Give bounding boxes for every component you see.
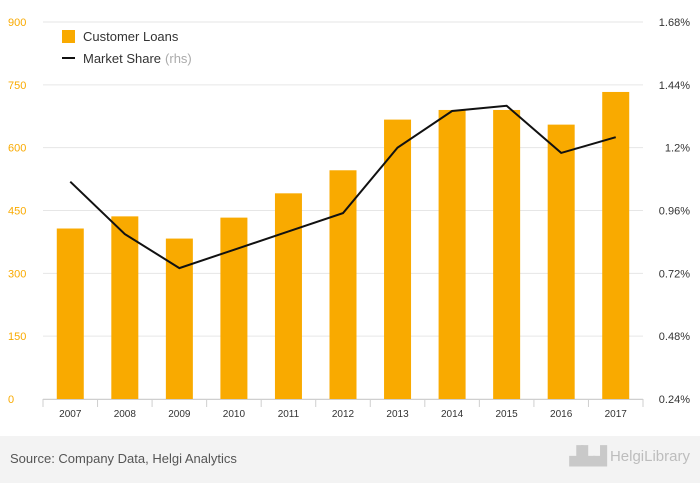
y-right-tick-label: 0.24% <box>659 394 690 406</box>
legend-label-market-share: Market Share <box>83 50 162 66</box>
x-tick-label: 2010 <box>223 409 246 420</box>
bar-customer-loans <box>547 124 575 399</box>
bar-customer-loans <box>220 217 248 399</box>
bar-customer-loans <box>438 109 466 399</box>
y-right-tick-label: 0.48% <box>659 331 690 343</box>
x-tick-label: 2012 <box>332 409 355 420</box>
legend-label-customer-loans: Customer Loans <box>83 28 179 44</box>
y-left-tick-label: 900 <box>8 17 26 29</box>
bar-customer-loans <box>602 91 630 400</box>
bar-customer-loans <box>493 109 521 399</box>
bar-customer-loans <box>111 216 139 399</box>
y-left-tick-label: 600 <box>8 143 26 155</box>
bar-customer-loans <box>274 193 302 399</box>
x-tick-label: 2016 <box>550 409 573 420</box>
x-tick-label: 2013 <box>386 409 409 420</box>
y-right-tick-label: 1.44% <box>659 80 690 92</box>
y-left-tick-label: 300 <box>8 268 26 280</box>
legend-rhs-note: (rhs) <box>165 50 192 66</box>
x-tick-label: 2017 <box>605 409 628 420</box>
y-left-tick-label: 450 <box>8 206 26 218</box>
y-left-tick-label: 0 <box>8 394 14 406</box>
bar-customer-loans <box>56 228 84 399</box>
y-right-tick-label: 1.2% <box>665 143 690 155</box>
footer <box>0 436 700 483</box>
bar-customer-loans <box>329 170 357 399</box>
x-tick-label: 2011 <box>278 409 300 420</box>
x-tick-label: 2014 <box>441 409 464 420</box>
y-left-tick-label: 750 <box>8 80 26 92</box>
helgi-logo-icon: ▟▙▟ <box>569 446 607 466</box>
helgi-logo-text: HelgiLibrary <box>609 448 690 465</box>
y-right-tick-label: 0.72% <box>659 268 690 280</box>
y-right-tick-label: 0.96% <box>659 206 690 218</box>
legend-swatch-line <box>62 57 75 59</box>
x-tick-label: 2015 <box>496 409 519 420</box>
y-right-tick-label: 1.68% <box>659 17 690 29</box>
chart-canvas: 0 150 300 450 600 750 900 0.24% 0.48% 0.72% 0.96% 1… <box>8 17 690 420</box>
x-tick-label: 2007 <box>59 409 82 420</box>
x-tick-label: 2009 <box>168 409 191 420</box>
helgi-logo[interactable]: ▟▙▟ HelgiLibrary <box>569 446 690 467</box>
y-left-tick-label: 150 <box>8 331 26 343</box>
line-market-share <box>69 104 617 270</box>
legend-swatch-bar <box>62 29 75 43</box>
legend: Customer Loans Market Share (rhs) <box>62 26 192 70</box>
legend-item-customer-loans[interactable]: Customer Loans <box>62 26 192 46</box>
x-tick-label: 2008 <box>114 409 137 420</box>
source-text: Source: Company Data, Helgi Analytics <box>10 451 237 466</box>
legend-item-market-share[interactable]: Market Share (rhs) <box>62 48 192 68</box>
bar-customer-loans <box>384 119 412 400</box>
